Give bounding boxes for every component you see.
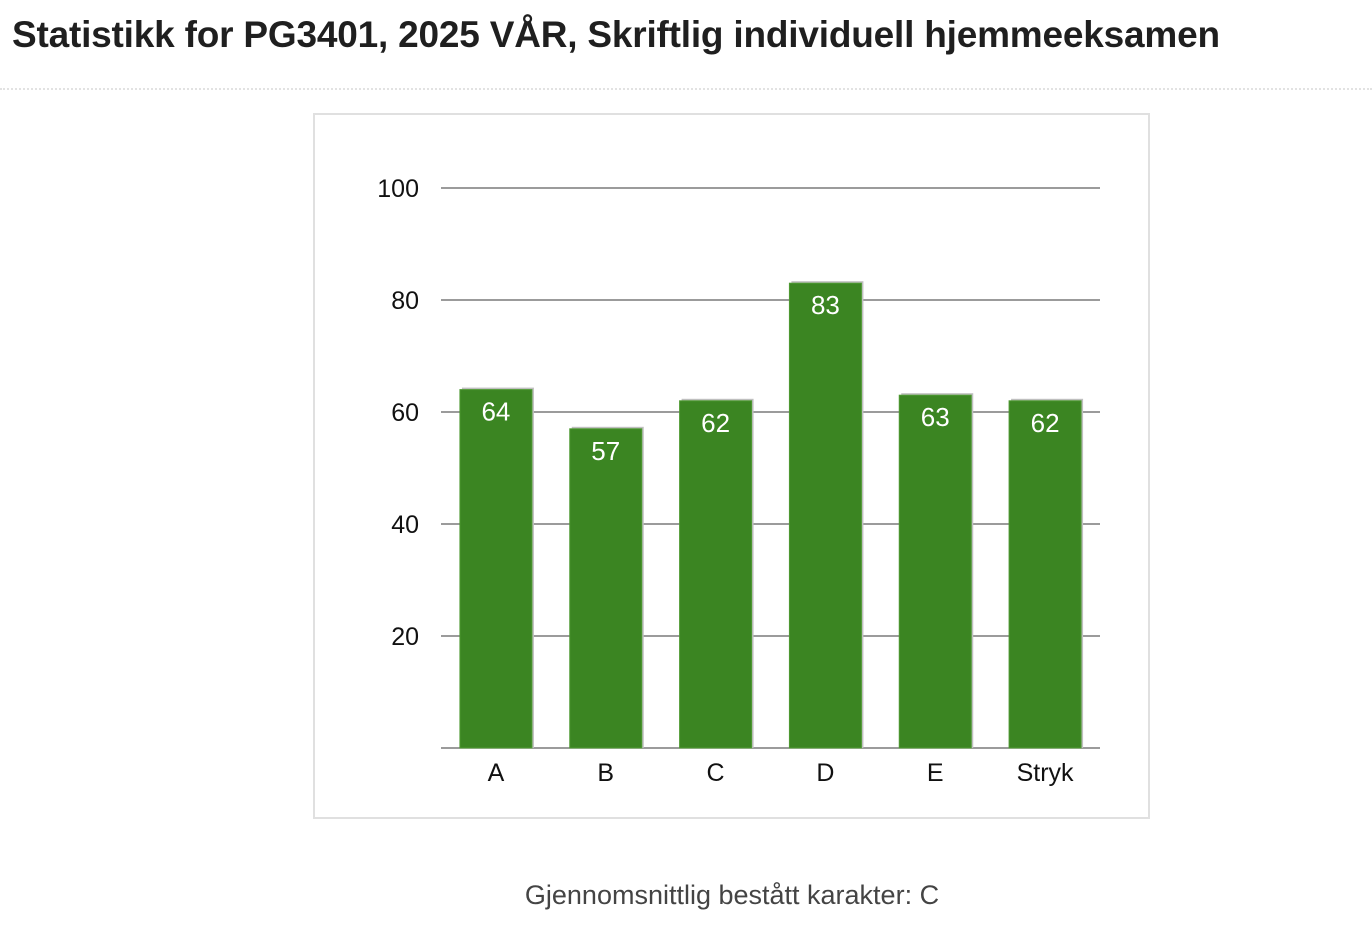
average-grade-label: Gjennomsnittlig bestått karakter: xyxy=(524,880,913,910)
y-tick-label-100: 100 xyxy=(377,175,419,203)
y-tick-label-80: 80 xyxy=(391,287,419,315)
x-tick-label-stryk: Stryk xyxy=(1017,759,1074,787)
x-tick-label-b: B xyxy=(597,759,614,787)
bar-a xyxy=(459,389,533,749)
x-tick-label-a: A xyxy=(488,759,505,787)
title-divider xyxy=(0,88,1372,90)
bar-stryk xyxy=(1008,400,1082,749)
value-label-c: 62 xyxy=(701,408,730,438)
value-label-b: 57 xyxy=(591,436,620,466)
bar-d xyxy=(788,282,862,749)
bar-b xyxy=(569,428,643,749)
x-tick-label-c: C xyxy=(707,759,725,787)
grade-distribution-chart: 20 40 60 80 100 64 A 57 B 62 C 83 D 63 E 62 Stryk xyxy=(313,113,1150,819)
chart-canvas: 20 40 60 80 100 64 A 57 B 62 C 83 D 63 E 62 Stryk xyxy=(377,175,1100,787)
y-tick-label-40: 40 xyxy=(391,511,419,539)
value-label-a: 64 xyxy=(481,397,510,427)
average-grade-value: C xyxy=(919,880,940,910)
value-label-e: 63 xyxy=(921,402,950,432)
page-title: Statistikk for PG3401, 2025 VÅR, Skriftl… xyxy=(12,14,1220,55)
x-tick-label-e: E xyxy=(927,759,944,787)
y-tick-label-60: 60 xyxy=(391,399,419,427)
value-label-stryk: 62 xyxy=(1031,408,1060,438)
average-grade-note: Gjennomsnittlig bestått karakter: C xyxy=(0,880,1372,911)
x-tick-label-d: D xyxy=(816,759,834,787)
bar-e xyxy=(898,394,972,749)
bar-c xyxy=(679,400,753,749)
value-label-d: 83 xyxy=(811,290,840,320)
y-tick-label-20: 20 xyxy=(391,623,419,651)
